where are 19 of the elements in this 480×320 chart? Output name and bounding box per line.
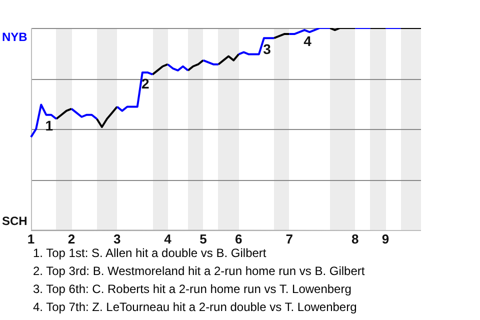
annotation: 1 [45, 118, 54, 134]
text: 4. Top 7th: Z. LeTourneau hit a 2-run double vs T. Lowenberg [33, 299, 358, 316]
text: NYB [2, 30, 28, 44]
x-tick-label: 8 [352, 231, 359, 246]
annotation: 2 [142, 75, 150, 92]
x-tick-label: 4 [164, 231, 172, 246]
text: SCH [2, 214, 28, 228]
text: 1. Top 1st: S. Allen hit a double vs B. Gilbert [33, 246, 266, 260]
x-tick-label: 5 [200, 231, 207, 246]
text: 2. Top 3rd: B. Westmoreland hit a 2-run home run vs B. Gilbert [33, 263, 365, 280]
annotation: 4 [304, 32, 312, 49]
x-tick-label: 1 [27, 231, 35, 246]
text: 3. Top 6th: C. Roberts hit a 2-run home run vs T. Lowenberg [33, 281, 352, 298]
x-tick-label: 3 [113, 231, 121, 246]
x-tick-label: 6 [235, 231, 242, 246]
x-tick-label: 7 [286, 231, 293, 246]
x-tick-label: 2 [68, 231, 76, 246]
x-tick-label: 9 [382, 231, 390, 246]
annotation: 3 [263, 40, 272, 57]
